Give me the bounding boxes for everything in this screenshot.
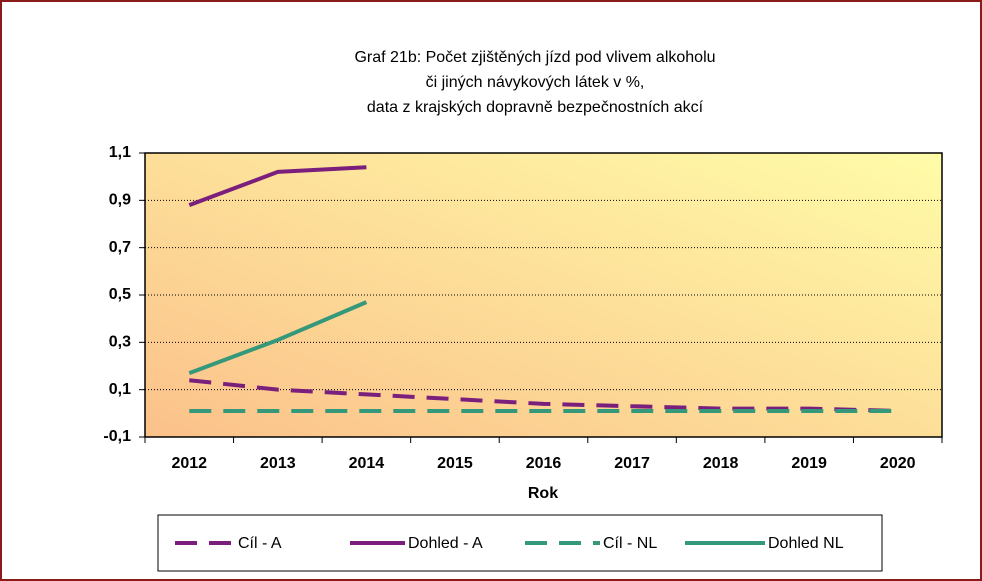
legend-label: Dohled - A bbox=[408, 535, 483, 552]
x-tick-label: 2017 bbox=[614, 455, 650, 472]
x-tick-label: 2018 bbox=[703, 455, 739, 472]
x-axis-title: Rok bbox=[528, 485, 558, 502]
x-tick-label: 2014 bbox=[349, 455, 385, 472]
legend-label: Dohled NL bbox=[768, 535, 844, 552]
chart-title: data z krajských dopravně bezpečnostních… bbox=[367, 99, 704, 116]
x-tick-label: 2012 bbox=[171, 455, 207, 472]
plot-area bbox=[144, 152, 943, 438]
x-tick-label: 2019 bbox=[791, 455, 827, 472]
legend-label: Cíl - A bbox=[238, 535, 282, 552]
series-line bbox=[188, 300, 368, 375]
y-tick-label: 0,1 bbox=[109, 381, 131, 398]
y-tick-label: 0,3 bbox=[109, 334, 131, 351]
y-tick-label: -0,1 bbox=[103, 428, 131, 445]
x-tick-label: 2016 bbox=[526, 455, 562, 472]
x-tick-label: 2015 bbox=[437, 455, 473, 472]
y-tick-label: 1,1 bbox=[109, 144, 131, 161]
y-tick-label: 0,9 bbox=[109, 192, 131, 209]
legend-label: Cíl - NL bbox=[603, 535, 657, 552]
series-line bbox=[188, 165, 367, 207]
series-line bbox=[189, 378, 898, 413]
chart-title: či jiných návykových látek v %, bbox=[426, 74, 645, 91]
y-tick-label: 0,5 bbox=[109, 286, 131, 303]
x-tick-label: 2013 bbox=[260, 455, 296, 472]
chart-title: Graf 21b: Počet zjištěných jízd pod vliv… bbox=[354, 49, 715, 66]
x-tick-label: 2020 bbox=[880, 455, 916, 472]
y-tick-label: 0,7 bbox=[109, 239, 131, 256]
